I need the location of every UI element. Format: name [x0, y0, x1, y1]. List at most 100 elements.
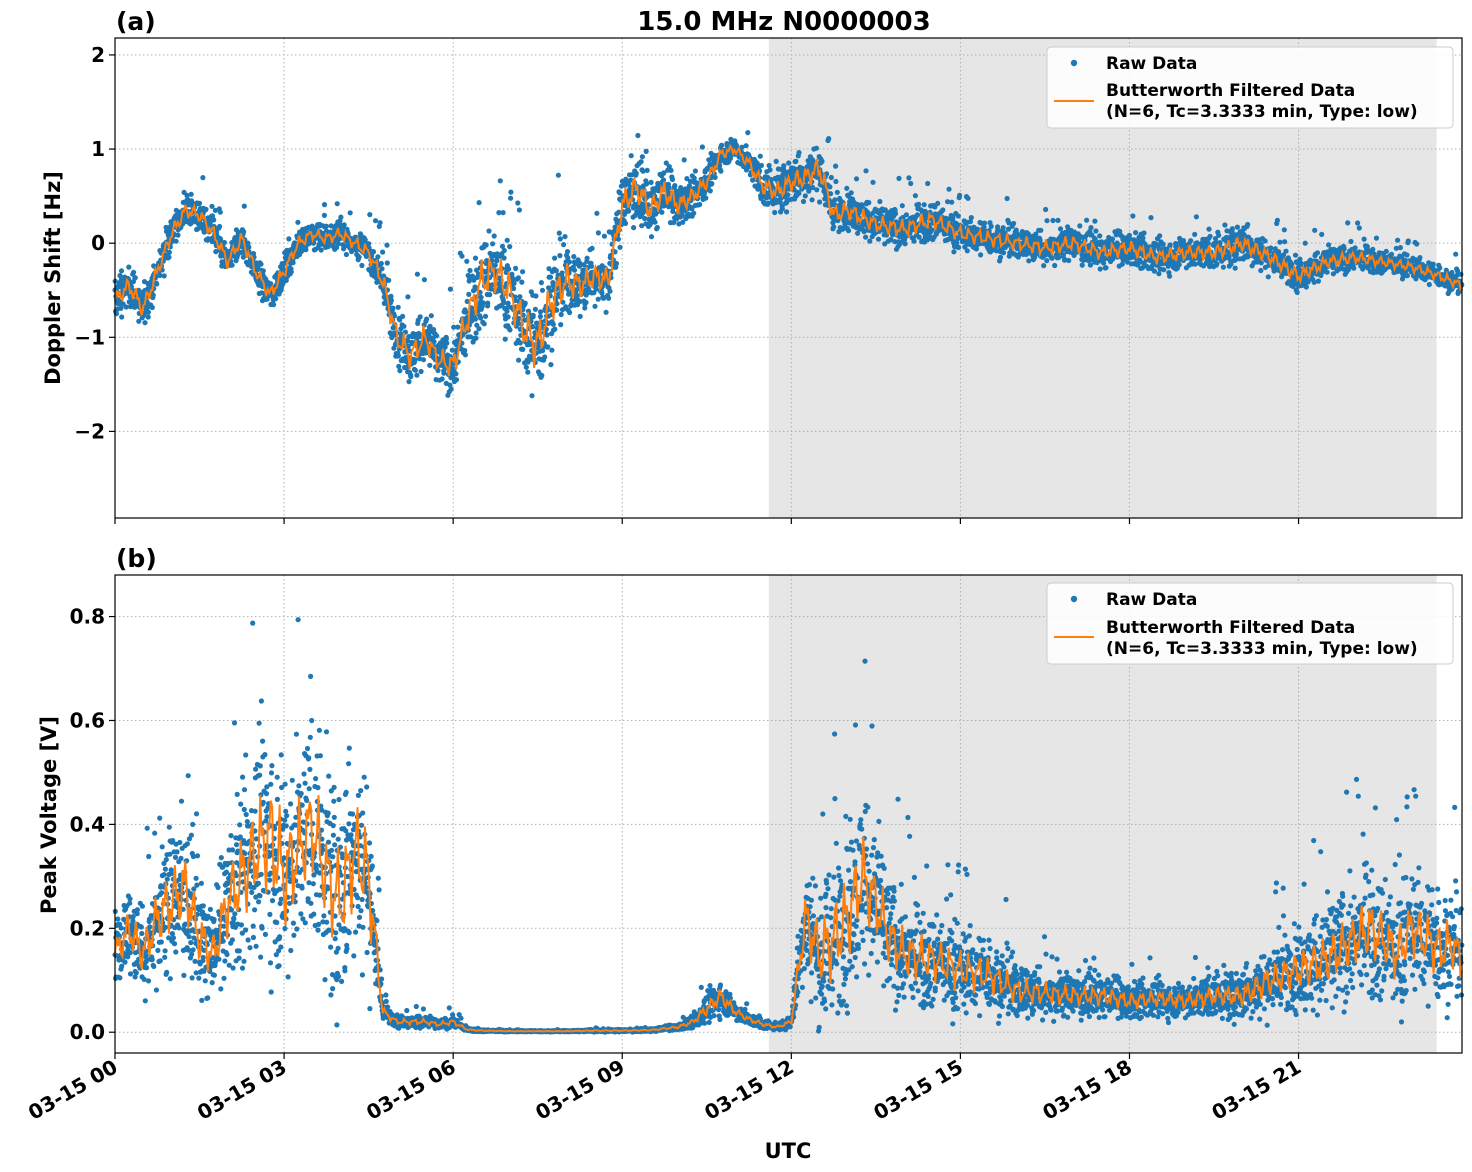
raw-data-point — [271, 302, 277, 308]
raw-data-point — [496, 210, 502, 216]
raw-data-point — [145, 314, 151, 320]
raw-data-point — [1066, 257, 1072, 264]
raw-data-point — [494, 258, 500, 264]
raw-data-point — [286, 236, 292, 242]
raw-data-point — [595, 230, 602, 236]
raw-data-point — [1315, 278, 1321, 284]
raw-data-point — [779, 206, 785, 212]
raw-data-point — [188, 220, 194, 226]
raw-data-point — [468, 318, 475, 324]
raw-data-point — [547, 274, 554, 280]
raw-data-point — [559, 270, 565, 276]
raw-data-point — [1274, 217, 1280, 223]
raw-data-point — [638, 159, 644, 165]
raw-data-point — [501, 255, 507, 261]
raw-data-point — [412, 357, 418, 363]
raw-data-point — [506, 266, 512, 272]
raw-data-point — [718, 168, 724, 174]
raw-data-point — [397, 368, 403, 374]
raw-data-point — [217, 209, 223, 215]
raw-data-point — [408, 374, 414, 380]
raw-data-point — [965, 195, 971, 201]
raw-data-point — [356, 254, 362, 260]
raw-data-point — [556, 230, 562, 236]
raw-data-point — [196, 200, 203, 206]
raw-data-point — [386, 277, 392, 283]
raw-data-point — [912, 193, 919, 199]
raw-data-point — [1093, 228, 1099, 234]
raw-data-point — [273, 296, 279, 302]
raw-data-point — [1088, 225, 1094, 231]
raw-data-point — [525, 369, 531, 375]
raw-data-point — [703, 195, 709, 201]
raw-data-point — [757, 153, 763, 159]
raw-data-point — [1319, 231, 1325, 237]
raw-data-point — [1388, 251, 1395, 257]
raw-data-point — [549, 347, 555, 353]
raw-data-point — [544, 332, 550, 338]
raw-data-point — [1312, 227, 1318, 233]
raw-data-point — [681, 157, 687, 163]
raw-data-point — [1044, 218, 1050, 224]
raw-data-point — [359, 262, 365, 269]
raw-data-point — [232, 235, 238, 241]
raw-data-point — [699, 144, 706, 150]
raw-data-point — [1207, 233, 1213, 239]
raw-data-point — [581, 262, 587, 268]
raw-data-point — [431, 327, 437, 333]
raw-data-point — [188, 191, 194, 197]
raw-data-point — [809, 197, 815, 203]
raw-data-point — [940, 207, 946, 213]
raw-data-point — [241, 203, 247, 209]
raw-data-point — [1234, 224, 1240, 230]
raw-data-point — [672, 183, 678, 189]
raw-data-point — [552, 255, 558, 261]
raw-data-point — [511, 280, 517, 286]
raw-data-point — [519, 279, 525, 285]
raw-data-point — [1283, 248, 1289, 254]
raw-data-point — [175, 232, 181, 238]
raw-data-point — [834, 189, 840, 195]
raw-data-point — [956, 244, 962, 250]
raw-data-point — [338, 214, 344, 220]
raw-data-point — [981, 220, 988, 226]
raw-data-point — [537, 313, 544, 320]
raw-data-point — [405, 294, 411, 300]
raw-data-point — [184, 192, 190, 198]
raw-data-point — [892, 211, 899, 217]
raw-data-point — [209, 203, 215, 209]
raw-data-point — [1167, 273, 1173, 279]
raw-data-point — [515, 275, 522, 281]
raw-data-point — [921, 202, 927, 208]
raw-data-point — [875, 236, 882, 242]
raw-data-point — [546, 266, 552, 272]
raw-data-point — [542, 354, 548, 360]
raw-data-point — [478, 294, 484, 300]
raw-data-point — [709, 181, 715, 187]
raw-data-point — [832, 197, 838, 203]
raw-data-point — [321, 202, 328, 208]
raw-data-point — [870, 179, 876, 185]
raw-data-point — [819, 158, 825, 164]
raw-data-point — [988, 223, 994, 229]
raw-data-point — [577, 260, 583, 266]
raw-data-point — [515, 200, 521, 206]
raw-data-point — [552, 326, 558, 332]
raw-data-point — [1216, 232, 1222, 238]
raw-data-point — [466, 291, 472, 297]
raw-data-point — [853, 176, 860, 182]
raw-data-point — [800, 198, 807, 205]
raw-data-point — [1084, 217, 1090, 223]
raw-data-point — [1092, 218, 1098, 224]
raw-data-point — [343, 251, 349, 258]
raw-data-point — [469, 273, 475, 279]
raw-data-point — [173, 238, 179, 244]
raw-data-point — [1345, 220, 1351, 226]
raw-data-point — [946, 186, 952, 192]
raw-data-point — [537, 309, 544, 315]
raw-data-point — [588, 263, 595, 269]
raw-data-point — [557, 236, 563, 242]
raw-data-point — [1348, 238, 1354, 245]
raw-data-point — [719, 142, 725, 148]
raw-data-point — [117, 273, 123, 279]
